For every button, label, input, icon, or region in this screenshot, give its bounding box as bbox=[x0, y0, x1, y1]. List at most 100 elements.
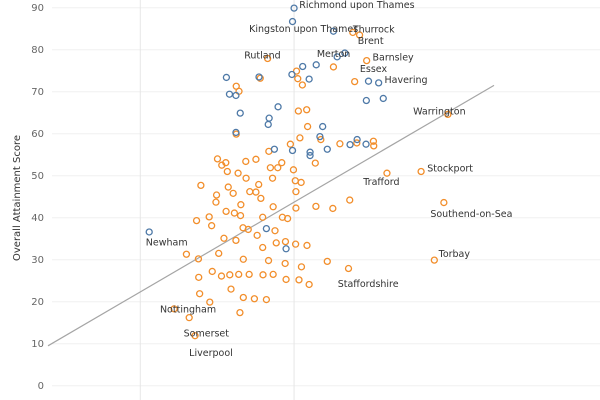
data-point-orange[interactable] bbox=[264, 256, 273, 265]
data-point-orange[interactable] bbox=[192, 216, 201, 225]
data-point-orange[interactable] bbox=[244, 225, 252, 234]
data-point-blue[interactable] bbox=[375, 79, 383, 87]
data-point-orange[interactable] bbox=[259, 243, 267, 252]
data-point-orange[interactable] bbox=[207, 222, 216, 230]
data-point-orange[interactable] bbox=[170, 305, 178, 313]
data-point-blue[interactable] bbox=[236, 109, 244, 117]
data-point-orange[interactable] bbox=[292, 67, 301, 75]
data-point-blue[interactable] bbox=[232, 91, 240, 100]
data-point-blue[interactable] bbox=[341, 49, 349, 57]
data-point-orange[interactable] bbox=[349, 28, 357, 37]
data-point-orange[interactable] bbox=[222, 207, 230, 216]
data-point-blue[interactable] bbox=[319, 122, 327, 131]
data-point-orange[interactable] bbox=[283, 214, 292, 223]
data-point-orange[interactable] bbox=[195, 273, 203, 281]
data-point-orange[interactable] bbox=[274, 164, 282, 172]
data-point-orange[interactable] bbox=[250, 295, 259, 303]
data-point-orange[interactable] bbox=[236, 308, 244, 317]
data-point-orange[interactable] bbox=[213, 155, 222, 163]
data-point-orange[interactable] bbox=[296, 134, 304, 142]
data-point-blue[interactable] bbox=[333, 53, 341, 61]
data-point-orange[interactable] bbox=[215, 249, 223, 258]
data-point-orange[interactable] bbox=[370, 142, 378, 150]
data-point-orange[interactable] bbox=[230, 209, 239, 217]
data-point-orange[interactable] bbox=[336, 140, 344, 148]
data-point-orange[interactable] bbox=[232, 236, 240, 245]
data-point-blue[interactable] bbox=[264, 120, 272, 129]
data-point-blue[interactable] bbox=[225, 90, 234, 98]
data-point-orange[interactable] bbox=[269, 270, 277, 279]
data-point-blue[interactable] bbox=[145, 228, 153, 236]
data-point-blue[interactable] bbox=[362, 140, 370, 148]
data-point-orange[interactable] bbox=[346, 196, 354, 204]
data-point-orange[interactable] bbox=[440, 198, 448, 207]
data-point-orange[interactable] bbox=[256, 74, 264, 82]
data-point-orange[interactable] bbox=[212, 191, 221, 199]
data-point-orange[interactable] bbox=[305, 280, 313, 289]
data-point-orange[interactable] bbox=[212, 198, 220, 206]
data-point-orange[interactable] bbox=[255, 180, 263, 189]
data-point-blue[interactable] bbox=[282, 245, 290, 253]
data-point-orange[interactable] bbox=[262, 295, 271, 304]
data-point-orange[interactable] bbox=[278, 159, 286, 167]
data-point-blue[interactable] bbox=[288, 146, 297, 155]
data-point-orange[interactable] bbox=[294, 75, 302, 83]
data-point-orange[interactable] bbox=[281, 259, 289, 268]
data-point-blue[interactable] bbox=[262, 224, 271, 233]
data-point-orange[interactable] bbox=[297, 178, 305, 187]
data-point-orange[interactable] bbox=[263, 54, 272, 63]
data-point-orange[interactable] bbox=[303, 122, 312, 131]
data-point-orange[interactable] bbox=[271, 227, 279, 235]
data-point-blue[interactable] bbox=[288, 17, 297, 26]
data-point-orange[interactable] bbox=[303, 241, 311, 250]
data-point-orange[interactable] bbox=[383, 169, 391, 177]
data-point-orange[interactable] bbox=[253, 231, 261, 239]
data-point-blue[interactable] bbox=[305, 75, 313, 83]
data-point-orange[interactable] bbox=[182, 250, 191, 258]
data-point-orange[interactable] bbox=[195, 290, 204, 298]
data-point-orange[interactable] bbox=[329, 204, 337, 213]
data-point-orange[interactable] bbox=[286, 140, 295, 148]
data-point-orange[interactable] bbox=[266, 164, 275, 172]
data-point-orange[interactable] bbox=[355, 31, 364, 39]
data-point-orange[interactable] bbox=[292, 188, 300, 196]
data-point-blue[interactable] bbox=[346, 140, 354, 149]
data-point-orange[interactable] bbox=[236, 211, 245, 220]
data-point-orange[interactable] bbox=[234, 169, 242, 177]
data-point-orange[interactable] bbox=[252, 155, 260, 163]
data-point-orange[interactable] bbox=[272, 239, 280, 247]
data-point-orange[interactable] bbox=[235, 270, 243, 279]
data-point-blue[interactable] bbox=[353, 135, 361, 144]
data-point-orange[interactable] bbox=[242, 157, 250, 166]
data-point-blue[interactable] bbox=[329, 27, 338, 35]
data-point-orange[interactable] bbox=[252, 188, 260, 196]
data-point-orange[interactable] bbox=[417, 167, 425, 176]
data-point-orange[interactable] bbox=[289, 166, 298, 174]
data-point-orange[interactable] bbox=[220, 234, 228, 242]
data-point-blue[interactable] bbox=[270, 145, 279, 153]
data-point-orange[interactable] bbox=[269, 203, 277, 211]
data-point-orange[interactable] bbox=[185, 314, 193, 322]
data-point-orange[interactable] bbox=[281, 237, 290, 246]
data-point-orange[interactable] bbox=[206, 298, 214, 306]
data-point-orange[interactable] bbox=[194, 255, 203, 263]
data-point-orange[interactable] bbox=[294, 107, 303, 115]
data-point-orange[interactable] bbox=[268, 174, 277, 182]
data-point-blue[interactable] bbox=[323, 145, 331, 153]
data-point-orange[interactable] bbox=[208, 267, 216, 276]
data-point-blue[interactable] bbox=[288, 70, 296, 79]
data-point-orange[interactable] bbox=[344, 264, 353, 273]
data-point-orange[interactable] bbox=[224, 183, 232, 191]
data-point-blue[interactable] bbox=[312, 61, 320, 69]
data-point-orange[interactable] bbox=[312, 202, 320, 211]
data-point-orange[interactable] bbox=[217, 272, 226, 280]
data-point-orange[interactable] bbox=[295, 276, 303, 284]
data-point-orange[interactable] bbox=[329, 63, 338, 71]
data-point-blue[interactable] bbox=[299, 62, 307, 71]
data-point-orange[interactable] bbox=[444, 110, 452, 119]
data-point-orange[interactable] bbox=[227, 285, 235, 293]
data-point-orange[interactable] bbox=[257, 194, 265, 203]
data-point-blue[interactable] bbox=[306, 148, 314, 156]
data-point-orange[interactable] bbox=[237, 201, 245, 209]
data-point-orange[interactable] bbox=[323, 257, 331, 266]
